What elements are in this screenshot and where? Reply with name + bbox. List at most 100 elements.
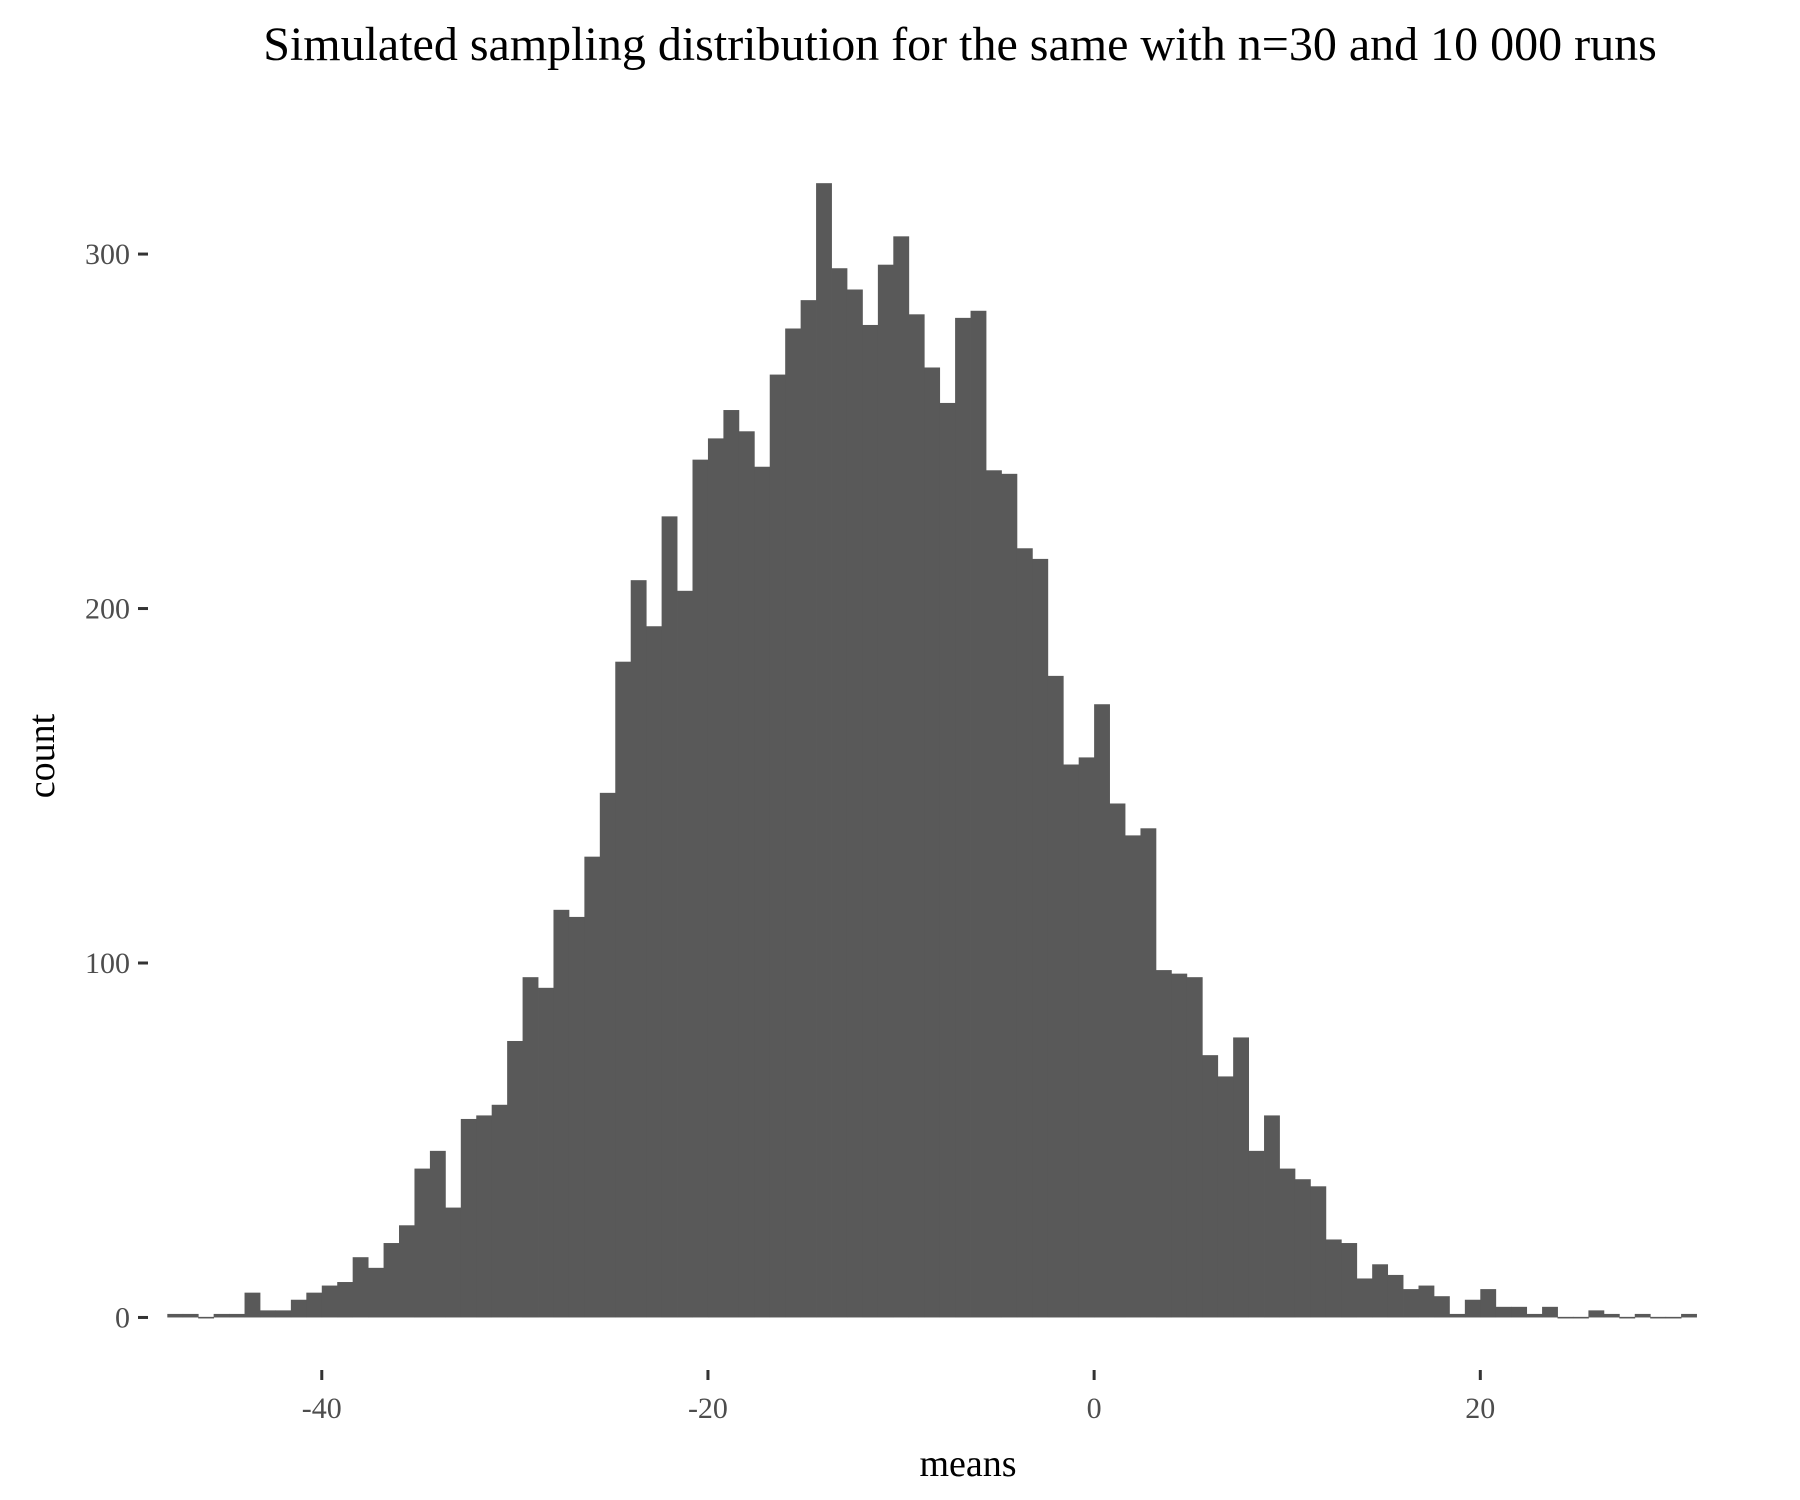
- histogram-bar: [646, 626, 663, 1318]
- histogram-bar: [507, 1040, 523, 1318]
- histogram-bar: [1449, 1313, 1466, 1318]
- y-tick-label: 0: [115, 1301, 130, 1334]
- histogram-bar: [1433, 1296, 1450, 1318]
- histogram-bar: [1125, 835, 1141, 1318]
- histogram-bar: [630, 580, 647, 1318]
- histogram-bar: [908, 314, 925, 1318]
- histogram-bar: [986, 470, 1002, 1318]
- histogram-bar: [1202, 1055, 1219, 1318]
- histogram-bar: [1634, 1313, 1651, 1318]
- x-axis-title: means: [919, 1443, 1016, 1485]
- histogram-bar: [1372, 1264, 1389, 1318]
- histogram-bar: [1109, 803, 1126, 1318]
- histogram-bar: [1047, 675, 1064, 1318]
- histogram-bar: [321, 1285, 338, 1318]
- histogram-bar: [1403, 1289, 1419, 1318]
- histogram-bar: [661, 516, 678, 1318]
- histogram-bar: [1217, 1076, 1234, 1318]
- histogram-bar: [1279, 1168, 1296, 1318]
- histogram-bar: [846, 289, 863, 1318]
- y-axis: 0 100 200 300: [85, 238, 148, 1334]
- histogram-bar: [1001, 473, 1018, 1318]
- histogram-bar: [1387, 1274, 1404, 1318]
- histogram-bar: [1572, 1316, 1589, 1319]
- histogram-bar: [167, 1313, 184, 1318]
- histogram-bar: [1511, 1306, 1528, 1318]
- x-tick-label: 20: [1465, 1392, 1495, 1425]
- histogram-bar: [476, 1115, 493, 1318]
- histogram-bar: [1650, 1316, 1667, 1319]
- histogram-bar: [1310, 1186, 1327, 1318]
- histogram-bar: [460, 1118, 477, 1318]
- histogram-bar: [1356, 1278, 1373, 1318]
- histogram-bar: [877, 264, 894, 1318]
- histogram-bar: [383, 1243, 400, 1318]
- histogram-bar: [862, 324, 879, 1318]
- histogram-bar: [522, 977, 539, 1318]
- histogram-bar: [290, 1299, 307, 1318]
- histogram-bar: [1526, 1313, 1543, 1318]
- histogram-bar: [1294, 1179, 1311, 1318]
- histogram-bar: [970, 310, 987, 1318]
- histogram-bar: [1094, 704, 1110, 1318]
- histogram-bar: [1557, 1316, 1574, 1319]
- x-tick-label: 0: [1087, 1392, 1102, 1425]
- histogram-bar: [1264, 1115, 1280, 1318]
- histogram-bar: [692, 459, 709, 1318]
- chart-title: Simulated sampling distribution for the …: [263, 18, 1657, 71]
- y-tick-label: 200: [85, 593, 130, 626]
- histogram-bar: [615, 661, 632, 1318]
- histogram-bar: [584, 856, 601, 1318]
- histogram-bar: [568, 916, 585, 1318]
- histogram-bar: [1016, 548, 1033, 1318]
- histogram-bar: [229, 1313, 245, 1318]
- histogram-bar: [1341, 1243, 1358, 1318]
- histogram-bar: [1603, 1313, 1620, 1318]
- histogram-bar: [399, 1225, 415, 1318]
- histogram-bar: [754, 466, 771, 1318]
- histogram-bar: [738, 431, 755, 1318]
- histogram-bar: [1665, 1316, 1682, 1319]
- histogram-bar: [831, 268, 848, 1318]
- x-tick-label: -20: [688, 1392, 728, 1425]
- histogram-bar: [1186, 977, 1203, 1318]
- histogram-bar: [306, 1292, 323, 1318]
- histogram-bar: [816, 183, 832, 1318]
- histogram-bar: [785, 328, 802, 1318]
- histogram-bar: [1078, 757, 1095, 1318]
- histogram-bar: [182, 1313, 199, 1318]
- histogram-bar: [1233, 1037, 1249, 1318]
- histogram-bar: [538, 987, 554, 1318]
- x-tick-label: -40: [302, 1392, 342, 1425]
- histogram-bar: [723, 410, 740, 1318]
- histogram-bar: [1480, 1289, 1497, 1318]
- histogram-bar: [368, 1267, 384, 1318]
- histogram-bar: [198, 1316, 215, 1319]
- x-axis: -40 -20 0 20: [302, 1370, 1495, 1425]
- histogram-bar: [1155, 970, 1172, 1318]
- histogram-bar: [677, 590, 693, 1318]
- histogram-bar: [213, 1313, 230, 1318]
- histogram-bars: [167, 183, 1697, 1319]
- histogram-bar: [1032, 558, 1049, 1318]
- histogram-bar: [491, 1104, 508, 1318]
- histogram-bar: [939, 402, 956, 1318]
- histogram-bar: [429, 1150, 446, 1318]
- y-axis-title: count: [21, 713, 63, 798]
- histogram-bar: [924, 367, 941, 1318]
- histogram-bar: [1063, 764, 1080, 1318]
- histogram-bar: [414, 1168, 431, 1318]
- histogram-bar: [599, 792, 616, 1318]
- histogram-bar: [445, 1207, 462, 1318]
- histogram-bar: [893, 236, 910, 1318]
- histogram-bar: [800, 300, 817, 1318]
- histogram-bar: [259, 1310, 276, 1318]
- histogram-bar: [1542, 1306, 1558, 1318]
- histogram-bar: [1171, 973, 1188, 1318]
- y-tick-label: 300: [85, 238, 130, 271]
- y-tick-label: 100: [85, 947, 130, 980]
- histogram-bar: [1325, 1239, 1342, 1318]
- histogram-bar: [337, 1282, 354, 1318]
- histogram-bar: [1495, 1306, 1512, 1318]
